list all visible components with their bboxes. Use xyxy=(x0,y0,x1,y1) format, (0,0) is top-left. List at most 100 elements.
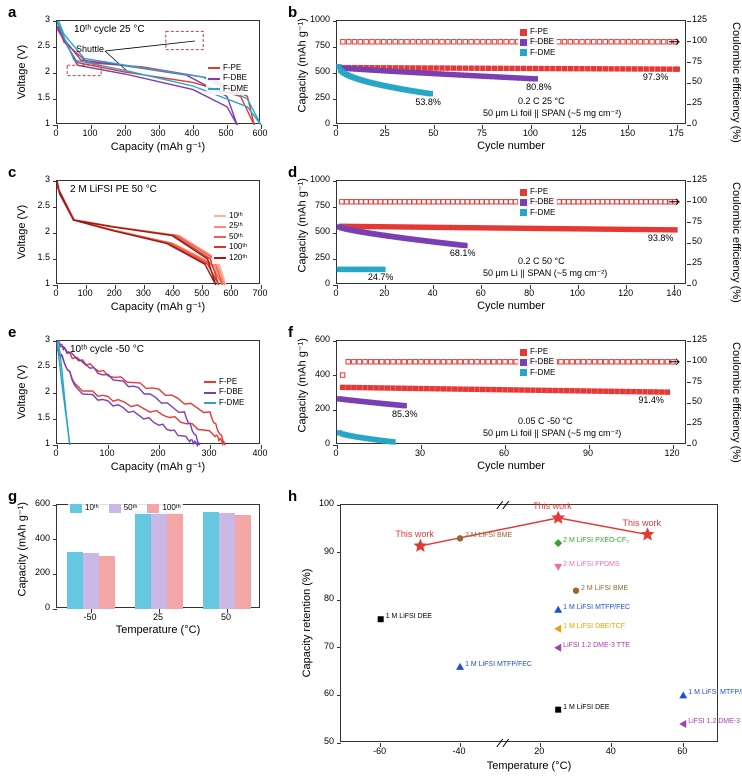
y2tick: 75 xyxy=(692,216,720,226)
y2tick: 0 xyxy=(692,438,720,448)
legend: F-PEF-DBEF-DME xyxy=(202,376,246,409)
xtick: 200 xyxy=(99,288,129,298)
legend: F-PEF-DBEF-DME xyxy=(518,186,557,219)
chart-area-g xyxy=(56,504,260,608)
ylabel: Capacity (mAh g⁻¹) xyxy=(296,193,309,273)
condition-text: 0.2 C 50 °C xyxy=(518,256,565,266)
xlabel: Capacity (mAh g⁻¹) xyxy=(56,140,260,153)
xtick: 20 xyxy=(369,288,399,298)
xtick: 400 xyxy=(158,288,188,298)
ylabel: Voltage (V) xyxy=(16,352,28,432)
condition-text: 0.05 C -50 °C xyxy=(518,416,573,426)
bar xyxy=(219,513,235,609)
annotation: 24.7% xyxy=(368,272,394,282)
panel-f: f020040060003060901200255075100125Capaci… xyxy=(290,328,730,476)
y2tick: 125 xyxy=(692,334,720,344)
ytick: 90 xyxy=(290,546,334,556)
xtick: 100 xyxy=(562,288,592,298)
annotation: 97.3% xyxy=(643,72,669,82)
legend-label: F-DME xyxy=(530,208,555,218)
y2tick: 100 xyxy=(692,355,720,365)
xtick: 400 xyxy=(177,128,207,138)
xtick: 300 xyxy=(143,128,173,138)
y2tick: 75 xyxy=(692,56,720,66)
lit-label: LiFSI 1.2 DME-3 TTE xyxy=(688,718,742,725)
xtick: 200 xyxy=(109,128,139,138)
xtick: 200 xyxy=(143,448,173,458)
xtick: 0 xyxy=(321,128,351,138)
ytick: 0 xyxy=(290,278,330,288)
ytick: 60 xyxy=(290,688,334,698)
lit-label: 2 M LiFSI FPDMS xyxy=(563,561,619,568)
xtick: 400 xyxy=(245,448,275,458)
xlabel: Temperature (°C) xyxy=(56,624,260,636)
legend: 10ᵗʰ50ᵗʰ100ᵗʰ xyxy=(68,502,183,514)
panel-d: d025050075010000204060801001201400255075… xyxy=(290,168,730,316)
panel-title: 2 M LiFSI PE 50 °C xyxy=(70,184,157,195)
condition-text: 0.2 C 25 °C xyxy=(518,96,565,106)
ytick: 0 xyxy=(10,602,50,612)
cell-text: 50 μm Li || SPAN (~5 mg cm⁻²) xyxy=(483,268,607,279)
ylabel: Capacity (mAh g⁻¹) xyxy=(296,33,309,113)
legend-label: 120ᵗʰ xyxy=(229,253,247,263)
legend-label: 10ᵗʰ xyxy=(85,503,99,513)
y2tick: 0 xyxy=(692,118,720,128)
xlabel: Capacity (mAh g⁻¹) xyxy=(56,460,260,473)
bar xyxy=(135,511,151,609)
lit-label: 2 M LiFSI BME xyxy=(465,532,512,539)
lit-label: LiFSI 1.2 DME-3 TTE xyxy=(563,642,630,649)
lit-label: 1 M LiFSI MTFP/FEC xyxy=(563,604,630,611)
xtick: 700 xyxy=(245,288,275,298)
panel-h: h5060708090100-60-40204060Capacity reten… xyxy=(290,492,730,776)
xtick: 40 xyxy=(418,288,448,298)
xtick: 60 xyxy=(667,746,697,756)
panel-c: c11.522.530100200300400500600700Voltage … xyxy=(10,168,270,316)
xtick: 0 xyxy=(321,448,351,458)
ylabel: Voltage (V) xyxy=(16,32,28,112)
legend-label: F-DME xyxy=(530,368,555,378)
legend-label: F-DBE xyxy=(530,37,554,47)
y2tick: 50 xyxy=(692,396,720,406)
ytick: 3 xyxy=(10,174,50,184)
legend-label: 50ᵗʰ xyxy=(124,503,138,513)
xtick: 50 xyxy=(418,128,448,138)
bar xyxy=(83,553,99,609)
xtick: 600 xyxy=(216,288,246,298)
y2label: Coulombic efficiency (%) xyxy=(730,22,742,122)
legend: F-PEF-DBEF-DME xyxy=(518,26,557,59)
y2tick: 125 xyxy=(692,14,720,24)
legend-label: F-DBE xyxy=(223,73,247,83)
this-work-label: This work xyxy=(395,529,434,539)
xtick: 125 xyxy=(564,128,594,138)
panel-title: 10ᵗʰ cycle -50 °C xyxy=(70,344,144,355)
ytick: 3 xyxy=(10,334,50,344)
xtick: 300 xyxy=(128,288,158,298)
xlabel: Cycle number xyxy=(336,300,686,312)
xtick: 100 xyxy=(515,128,545,138)
legend-label: F-PE xyxy=(219,377,237,387)
legend-label: F-DME xyxy=(219,398,244,408)
legend-label: F-DBE xyxy=(219,387,243,397)
ylabel: Capacity retention (%) xyxy=(301,568,313,678)
xtick: 25 xyxy=(370,128,400,138)
xtick: 600 xyxy=(245,128,275,138)
ytick: 0 xyxy=(290,438,330,448)
lit-label: 1 M LiFSI DBE/TCF xyxy=(563,623,625,630)
y2label: Coulombic efficiency (%) xyxy=(730,182,742,282)
xtick: -40 xyxy=(444,746,474,756)
xtick: 0 xyxy=(41,128,71,138)
panel-title: 10ᵗʰ cycle 25 °C xyxy=(74,24,145,35)
y2label: Coulombic efficiency (%) xyxy=(730,342,742,442)
xtick: 20 xyxy=(524,746,554,756)
this-work-label: This work xyxy=(623,518,662,528)
legend-label: F-PE xyxy=(530,347,548,357)
xlabel: Capacity (mAh g⁻¹) xyxy=(56,300,260,313)
panel-a: a11.522.530100200300400500600Voltage (V)… xyxy=(10,8,270,156)
legend-label: F-DME xyxy=(223,84,248,94)
legend-label: 100ᵗʰ xyxy=(229,242,247,252)
xtick: 100 xyxy=(92,448,122,458)
xtick: 120 xyxy=(611,288,641,298)
ytick: 50 xyxy=(290,736,334,746)
cell-text: 50 μm Li foil || SPAN (~5 mg cm⁻²) xyxy=(483,108,621,119)
y2tick: 100 xyxy=(692,35,720,45)
